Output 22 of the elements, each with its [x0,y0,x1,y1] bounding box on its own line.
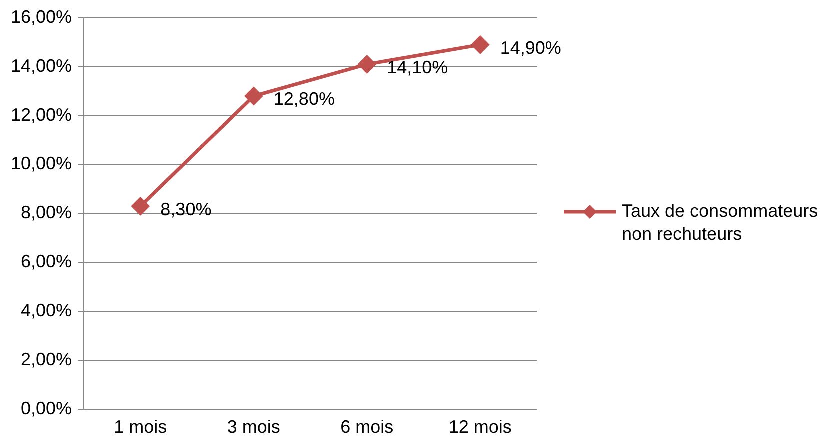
x-tick-label: 6 mois [340,417,394,438]
y-tick-label: 4,00% [21,300,72,321]
point [245,88,263,106]
x-tick-label: 12 mois [448,417,512,438]
point [358,56,376,74]
y-tick-label: 16,00% [10,6,72,27]
y-tick-label: 10,00% [10,154,72,174]
point [472,36,490,54]
y-tick-label: 8,00% [21,202,72,223]
x-tick-label: 1 mois [114,417,168,438]
x-tick-label: 3 mois [227,417,280,438]
y-tick-label: 0,00% [21,398,72,418]
y-tick-label: 6,00% [21,252,72,272]
point [132,198,150,216]
data-label: 8,30% [160,199,212,220]
data-label: 12,80% [274,89,335,110]
y-tick-label: 12,00% [10,104,72,125]
legend-label: Taux de consommateurs non rechuteurs [622,200,820,246]
data-label: 14,90% [500,38,562,58]
y-tick-label: 2,00% [21,349,72,370]
y-tick-label: 14,00% [10,56,72,76]
data-label: 14,10% [387,57,448,78]
